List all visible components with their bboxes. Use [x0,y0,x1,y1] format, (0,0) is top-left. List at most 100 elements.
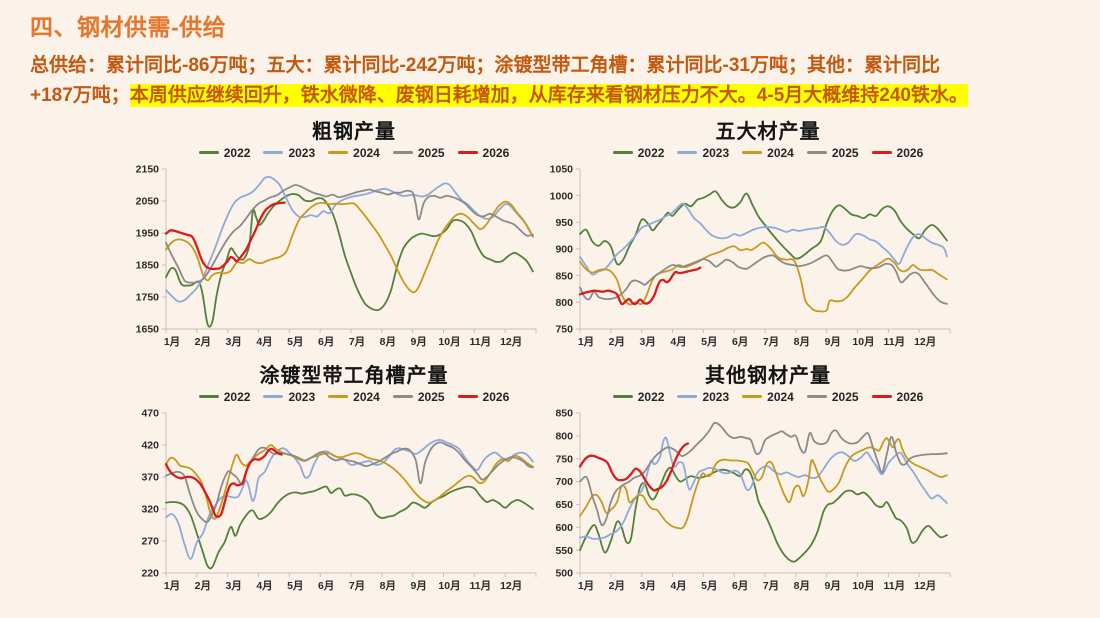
legend-year-label: 2024 [353,145,380,160]
chart-title: 五大材产量 [715,119,821,143]
y-tick-label: 1000 [550,190,574,202]
legend-item-2025: 2025 [806,390,859,404]
chart-title: 其他钢材产量 [705,363,831,387]
x-tick-label: 10月 [852,336,874,348]
legend-swatch-icon [392,395,413,398]
legend-year-label: 2022 [223,145,251,160]
series-line-2025 [165,441,534,524]
y-tick-label: 1750 [136,292,160,304]
chart-plot: 1650 1750 1850 1950 2050 2150 1月 2月 3月 4月 5月 6月 7月 8月… [132,161,542,361]
x-tick-label: 2月 [609,336,625,348]
x-tick-label: 7月 [349,336,365,348]
x-tick-label: 6月 [318,580,334,592]
legend-swatch-icon [263,395,284,398]
legend-swatch-icon [871,395,892,398]
x-tick-label: 5月 [287,580,303,592]
x-tick-label: 1月 [164,580,180,592]
summary-text: 总供给：累计同比-86万吨；五大：累计同比-242万吨；涂镀型带工角槽：累计同比… [30,51,1072,111]
chart-plot: 750 800 850 900 950 1000 1050 1月 2月 3月 4月 5月 6月 7月 8月 9… [546,161,956,361]
chart-crude-steel-production: 粗钢产量 2022 2023 2024 2025 2026 1650 1750 1850 19… [132,119,542,361]
chart-canvas: 1650 1750 1850 1950 2050 2150 1月 2月 3月 4月 5月 6月 7月 8月… [136,164,537,348]
x-tick-label: 8月 [380,580,396,592]
legend-item-2026: 2026 [871,390,923,404]
legend-year-label: 2022 [637,145,665,160]
legend-swatch-icon [198,395,219,398]
legend-item-2022: 2022 [198,145,251,160]
x-tick-label: 9月 [410,580,426,592]
y-tick-label: 420 [141,440,159,452]
chart-plot: 220 270 320 370 420 470 1月 2月 3月 4月 5月 6月 7月 8月 9月 10月 1… [132,405,542,605]
legend-item-2023: 2023 [263,146,315,160]
chart-title: 涂镀型带工角槽产量 [259,363,449,387]
legend-swatch-icon [198,151,219,154]
legend-year-label: 2025 [417,389,445,404]
legend-year-label: 2024 [767,389,794,404]
x-tick-label: 10月 [438,580,460,592]
series-line-2025 [165,184,534,284]
series-line-2023 [165,175,534,303]
x-tick-label: 12月 [500,580,522,592]
series-line-2022 [165,193,534,328]
legend-item-2022: 2022 [612,145,665,160]
charts-grid: 粗钢产量 2022 2023 2024 2025 2026 1650 1750 1850 19… [132,119,956,605]
y-tick-label: 1650 [136,324,160,336]
y-tick-label: 320 [141,504,159,516]
x-tick-label: 7月 [763,580,779,592]
summary-highlighted-text: 本周供应继续回升，铁水微降、废钢日耗增加，从库存来看钢材压力不大。4-5月大概维… [129,84,968,107]
summary-line2-prefix: +187万吨； [30,85,130,106]
legend-item-2025: 2025 [392,146,445,160]
chart-legend: 2022 2023 2024 2025 2026 [132,144,542,161]
series-line-2025 [579,421,948,527]
y-tick-label: 370 [141,472,159,484]
legend-item-2024: 2024 [328,146,380,160]
series-line-2026 [578,442,690,492]
legend-year-label: 2023 [702,145,730,160]
slide-header: 四、钢材供需-供给 总供给：累计同比-86万吨；五大：累计同比-242万吨；涂镀… [30,8,1072,111]
legend-year-label: 2024 [767,145,794,160]
legend-year-label: 2026 [896,145,924,160]
series-line-2024 [165,444,534,520]
x-tick-label: 4月 [256,336,272,348]
legend-swatch-icon [677,395,698,398]
x-tick-label: 12月 [914,336,936,348]
x-tick-label: 7月 [349,580,365,592]
series-line-2022 [579,466,948,563]
chart-coated-strip-angle-channel-production: 涂镀型带工角槽产量 2022 2023 2024 2025 2026 220 270 320… [132,363,542,605]
legend-year-label: 2023 [288,145,316,160]
legend-swatch-icon [328,395,349,398]
y-tick-label: 1950 [136,228,160,240]
y-tick-label: 850 [555,270,573,282]
x-tick-label: 3月 [225,580,241,592]
chart-canvas: 220 270 320 370 420 470 1月 2月 3月 4月 5月 6月 7月 8月 9月 10月 1… [141,408,537,592]
chart-title: 粗钢产量 [312,119,396,143]
legend-year-label: 2023 [288,389,316,404]
series-line-2023 [579,436,948,540]
legend-year-label: 2026 [482,389,510,404]
x-tick-label: 7月 [763,336,779,348]
series-line-2024 [579,437,948,530]
x-tick-label: 6月 [318,336,334,348]
series-line-2022 [579,190,948,266]
chart-legend: 2022 2023 2024 2025 2026 [132,388,542,405]
legend-item-2022: 2022 [612,389,665,404]
legend-year-label: 2022 [637,389,665,404]
y-tick-label: 750 [555,324,573,336]
x-tick-label: 5月 [701,580,717,592]
chart-five-major-products-production: 五大材产量 2022 2023 2024 2025 2026 750 800 850 900 9… [546,119,956,361]
legend-year-label: 2022 [223,389,251,404]
y-tick-label: 270 [141,536,159,548]
legend-swatch-icon [742,395,763,398]
series-line-2022 [165,485,534,570]
legend-item-2023: 2023 [677,390,729,404]
series-line-2024 [165,200,534,294]
legend-swatch-icon [806,395,827,398]
x-tick-label: 12月 [914,580,936,592]
legend-year-label: 2026 [482,145,510,160]
series-line-2023 [165,438,534,560]
y-tick-label: 600 [555,522,573,534]
x-tick-label: 11月 [884,336,906,348]
x-tick-label: 6月 [732,580,748,592]
x-tick-label: 10月 [852,580,874,592]
legend-item-2025: 2025 [392,389,445,404]
